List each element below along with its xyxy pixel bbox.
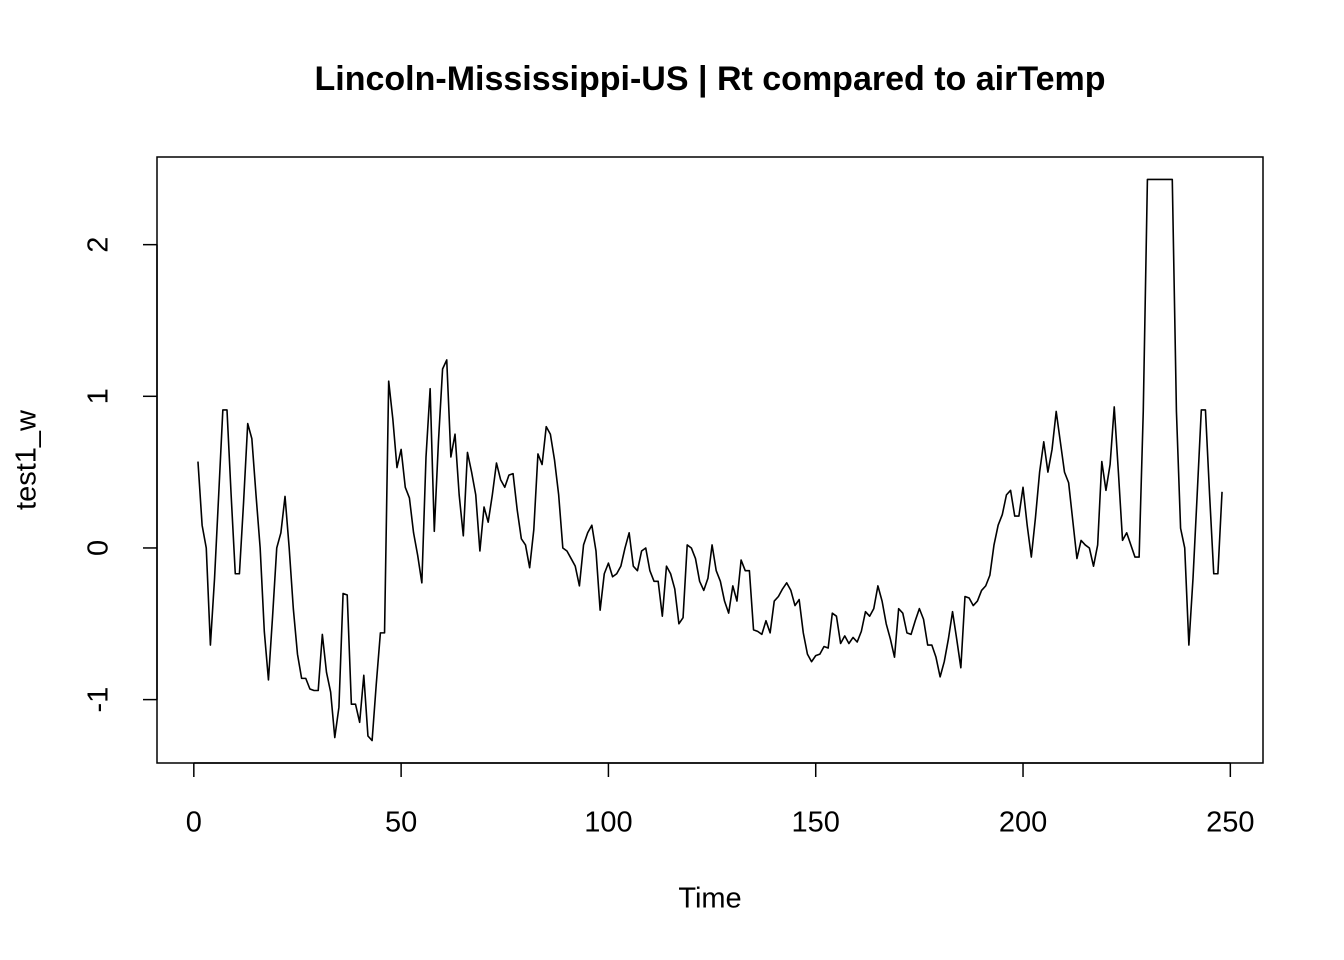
x-tick-label: 100 bbox=[584, 807, 632, 839]
x-tick-label: 200 bbox=[999, 807, 1047, 839]
y-tick-label: 2 bbox=[83, 237, 115, 253]
x-tick-label: 150 bbox=[792, 807, 840, 839]
x-axis-label: Time bbox=[678, 883, 741, 915]
x-tick-label: 50 bbox=[385, 807, 417, 839]
y-tick-label: 0 bbox=[83, 540, 115, 556]
x-tick-label: 250 bbox=[1206, 807, 1254, 839]
y-tick-label: 1 bbox=[83, 388, 115, 404]
y-axis-label: test1_w bbox=[11, 409, 43, 510]
chart-title: Lincoln-Mississippi-US | Rt compared to … bbox=[315, 60, 1106, 98]
y-tick-label: -1 bbox=[83, 687, 115, 713]
data-line bbox=[197, 178, 1223, 742]
x-tick-label: 0 bbox=[186, 807, 202, 839]
plot-box bbox=[156, 156, 1264, 764]
